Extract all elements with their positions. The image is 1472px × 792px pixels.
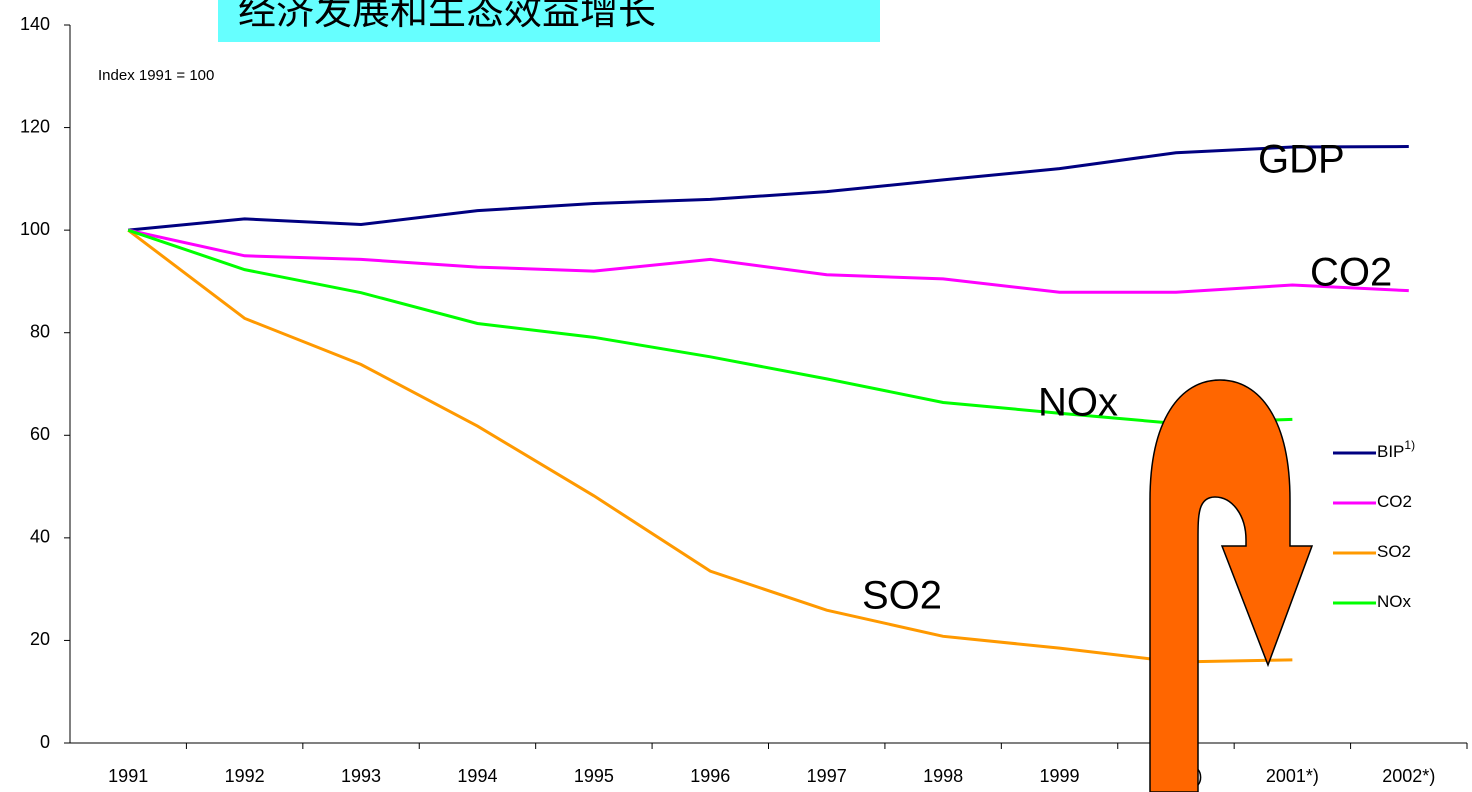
chart-title: 经济发展和生态效益增长: [238, 0, 656, 33]
y-tick-label: 100: [20, 219, 50, 239]
x-tick-label: 1995: [574, 766, 614, 786]
annotation: GDP: [1258, 138, 1345, 182]
legend-name: NOx: [1377, 592, 1412, 611]
y-tick-label: 120: [20, 116, 50, 136]
y-tick-label: 60: [30, 424, 50, 444]
x-tick-label: 1997: [807, 766, 847, 786]
legend-label: BIP1): [1377, 438, 1415, 461]
legend-label: CO2: [1377, 492, 1412, 511]
y-tick-label: 20: [30, 629, 50, 649]
subtitle: Index 1991 = 100: [98, 67, 214, 84]
annotation: CO2: [1310, 251, 1392, 295]
legend-name: SO2: [1377, 542, 1411, 561]
x-tick-label: 1991: [108, 766, 148, 786]
legend-label: NOx: [1377, 592, 1412, 611]
x-tick-label: 2002*): [1382, 766, 1435, 786]
y-tick-label: 40: [30, 527, 50, 547]
x-tick-label: 1999: [1040, 766, 1080, 786]
annotation: NOx: [1038, 381, 1118, 425]
y-tick-label: 80: [30, 321, 50, 341]
legend-name: BIP: [1377, 442, 1404, 461]
legend-name: CO2: [1377, 492, 1412, 511]
series-line: [128, 145, 1409, 232]
x-tick-label: 1994: [457, 766, 497, 786]
x-tick-label: 1992: [225, 766, 265, 786]
series-line: [127, 228, 1409, 294]
x-tick-label: 1998: [923, 766, 963, 786]
u-turn-arrow: [1149, 379, 1314, 792]
y-tick-label: 0: [40, 732, 50, 752]
x-tick-label: 1993: [341, 766, 381, 786]
annotation: SO2: [862, 574, 942, 618]
y-tick-label: 140: [20, 14, 50, 34]
legend-superscript: 1): [1404, 438, 1415, 452]
x-tick-label: 2001*): [1266, 766, 1319, 786]
legend-label: SO2: [1377, 542, 1411, 561]
x-tick-label: 1996: [690, 766, 730, 786]
title-box: [218, 0, 880, 42]
series-line: [127, 228, 1293, 664]
series-line: [127, 228, 1293, 425]
